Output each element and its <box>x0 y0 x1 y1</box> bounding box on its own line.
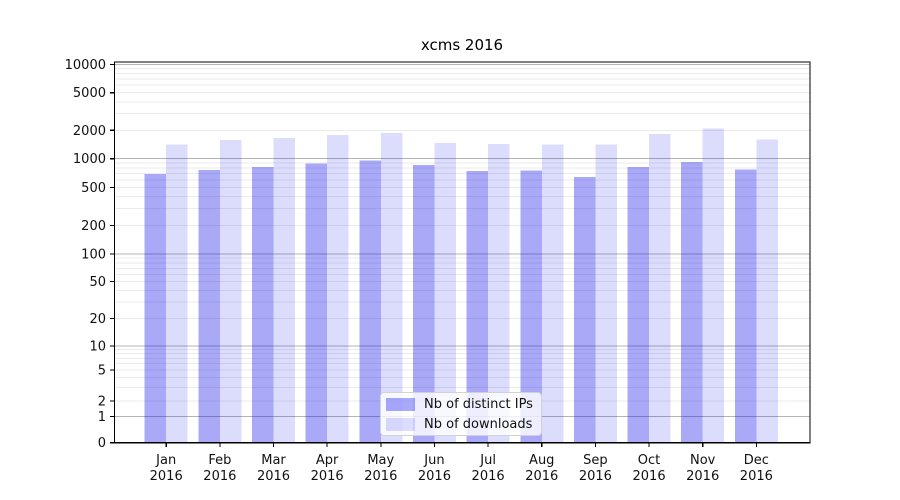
bar-distinct-ips <box>681 162 703 443</box>
x-tick-label-year: 2016 <box>257 469 290 484</box>
y-tick-label: 1 <box>98 410 106 425</box>
x-tick-label-year: 2016 <box>740 469 773 484</box>
x-tick-label-month: May <box>367 453 394 468</box>
bar-distinct-ips <box>412 164 435 443</box>
bar-downloads <box>595 144 617 443</box>
legend-swatch-distinct-ips <box>386 397 415 411</box>
legend-label-distinct-ips: Nb of distinct IPs <box>424 396 533 412</box>
legend-entry-downloads: Nb of downloads <box>386 417 541 432</box>
bar-distinct-ips <box>466 171 489 443</box>
x-tick-label-year: 2016 <box>472 469 505 484</box>
y-tick-label: 1000 <box>73 152 106 167</box>
y-tick-label: 5000 <box>73 86 106 101</box>
y-tick-label: 2000 <box>73 124 106 139</box>
bar-distinct-ips <box>198 169 220 443</box>
bar-downloads <box>327 135 349 443</box>
x-tick-label-year: 2016 <box>203 469 236 484</box>
bar-downloads <box>541 144 564 443</box>
x-tick-label-month: Oct <box>638 453 660 468</box>
x-tick-label-month: Sep <box>583 453 608 468</box>
x-tick-label-year: 2016 <box>311 469 344 484</box>
bar-distinct-ips <box>734 169 757 443</box>
y-tick-label: 200 <box>81 219 106 234</box>
bar-downloads <box>702 128 725 443</box>
x-tick-label-month: Feb <box>208 453 231 468</box>
bar-distinct-ips <box>305 163 328 443</box>
x-tick-label-year: 2016 <box>525 469 558 484</box>
y-tick-label: 20 <box>89 312 106 327</box>
bar-downloads <box>380 132 403 443</box>
x-tick-label-month: Jul <box>479 453 496 468</box>
bar-downloads <box>434 142 456 443</box>
bar-distinct-ips <box>573 176 596 443</box>
chart-title: xcms 2016 <box>420 36 504 54</box>
x-tick-label-month: Aug <box>529 453 554 468</box>
bar-downloads <box>488 144 510 443</box>
y-tick-label: 10 <box>89 340 106 355</box>
y-tick-label: 100 <box>81 248 106 263</box>
bar-distinct-ips <box>252 166 274 443</box>
bar-downloads <box>273 137 295 443</box>
bar-distinct-ips <box>359 160 381 443</box>
bar-downloads <box>649 133 671 443</box>
bar-distinct-ips <box>627 166 650 443</box>
y-tick-label: 50 <box>89 275 106 290</box>
y-tick-label: 0 <box>98 436 106 451</box>
x-tick-label-month: Mar <box>261 453 286 468</box>
x-tick-label-month: Jun <box>423 453 444 468</box>
x-tick-label-month: Dec <box>744 453 769 468</box>
bar-distinct-ips <box>520 170 542 443</box>
plot-border <box>113 61 811 444</box>
x-tick-label-year: 2016 <box>364 469 397 484</box>
y-tick-label: 2 <box>98 395 106 410</box>
x-tick-label-month: Jan <box>155 453 176 468</box>
legend-entry-distinct-ips: Nb of distinct IPs <box>386 397 541 412</box>
x-tick-label-year: 2016 <box>418 469 451 484</box>
legend: Nb of distinct IPs Nb of downloads <box>380 392 542 436</box>
y-tick-label: 5 <box>98 364 106 379</box>
x-tick-label-month: Apr <box>316 453 339 468</box>
bar-downloads <box>166 144 188 443</box>
bar-downloads <box>219 139 242 443</box>
x-tick-label-year: 2016 <box>686 469 719 484</box>
bar-downloads <box>756 139 778 443</box>
x-tick-label-month: Nov <box>690 453 716 468</box>
legend-swatch-downloads <box>386 417 415 431</box>
x-tick-label-year: 2016 <box>150 469 183 484</box>
legend-label-downloads: Nb of downloads <box>424 416 533 432</box>
bar-distinct-ips <box>144 174 167 443</box>
y-tick-label: 500 <box>81 181 106 196</box>
x-tick-label-year: 2016 <box>633 469 666 484</box>
x-tick-label-year: 2016 <box>579 469 612 484</box>
y-tick-label: 10000 <box>65 58 106 73</box>
